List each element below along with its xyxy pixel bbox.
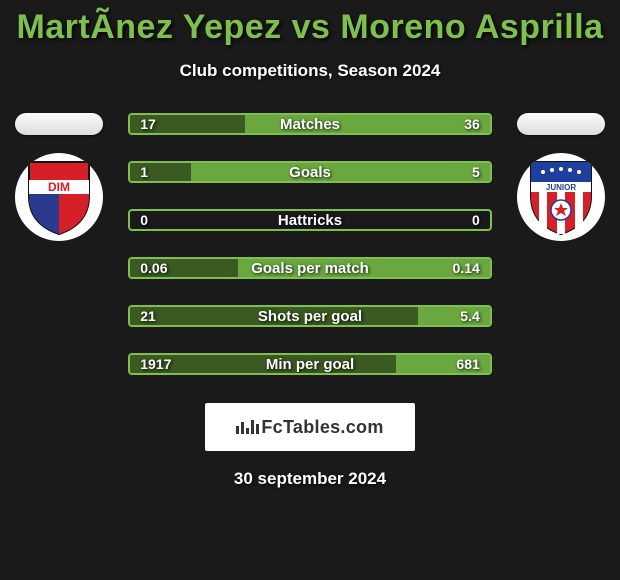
stat-value-right: 36 — [464, 116, 480, 132]
stats-table: 17 36 Matches 1 5 Goals 0 0 Hattricks 0.06 0.14 Goa… — [128, 113, 492, 375]
stat-row: 1917 681 Min per goal — [128, 353, 492, 375]
stat-row: 17 36 Matches — [128, 113, 492, 135]
player-chip-left — [15, 113, 103, 135]
bars-icon — [236, 420, 259, 434]
stat-row: 0.06 0.14 Goals per match — [128, 257, 492, 279]
brand-badge[interactable]: FcTables.com — [205, 403, 415, 451]
stat-value-left: 1917 — [140, 356, 171, 372]
player-chip-right — [517, 113, 605, 135]
subtitle: Club competitions, Season 2024 — [0, 61, 620, 81]
brand-text: FcTables.com — [261, 417, 383, 438]
stat-label: Goals per match — [251, 260, 369, 277]
stat-value-right: 5.4 — [460, 308, 479, 324]
left-side: DIM — [10, 113, 108, 375]
stat-value-left: 17 — [140, 116, 156, 132]
date-text: 30 september 2024 — [0, 469, 620, 489]
stat-value-left: 1 — [140, 164, 148, 180]
club-badge-left: DIM — [15, 153, 103, 241]
main-row: DIM 17 36 Matches 1 5 Goals 0 0 Hattricks 0.06 0.1… — [0, 113, 620, 375]
svg-text:JUNIOR: JUNIOR — [546, 183, 576, 192]
stat-value-right: 681 — [456, 356, 479, 372]
page-title: MartÃ­nez Yepez vs Moreno Asprilla — [0, 8, 620, 47]
stat-row: 1 5 Goals — [128, 161, 492, 183]
stat-row: 0 0 Hattricks — [128, 209, 492, 231]
stat-label: Matches — [280, 116, 340, 133]
stat-value-right: 0 — [472, 212, 480, 228]
stat-label: Goals — [289, 164, 331, 181]
stat-value-right: 5 — [472, 164, 480, 180]
stat-value-left: 21 — [140, 308, 156, 324]
stat-fill-right — [191, 163, 489, 181]
stat-value-right: 0.14 — [453, 260, 480, 276]
comparison-card: MartÃ­nez Yepez vs Moreno Asprilla Club … — [0, 0, 620, 489]
stat-value-left: 0 — [140, 212, 148, 228]
stat-label: Shots per goal — [258, 308, 362, 325]
club-badge-right: JUNIOR — [517, 153, 605, 241]
right-side: JUNIOR — [512, 113, 610, 375]
stat-label: Hattricks — [278, 212, 342, 229]
svg-text:DIM: DIM — [48, 180, 70, 194]
stat-label: Min per goal — [266, 356, 354, 373]
stat-value-left: 0.06 — [140, 260, 167, 276]
dim-shield-icon: DIM — [23, 158, 95, 236]
stat-row: 21 5.4 Shots per goal — [128, 305, 492, 327]
junior-shield-icon: JUNIOR — [525, 158, 597, 236]
